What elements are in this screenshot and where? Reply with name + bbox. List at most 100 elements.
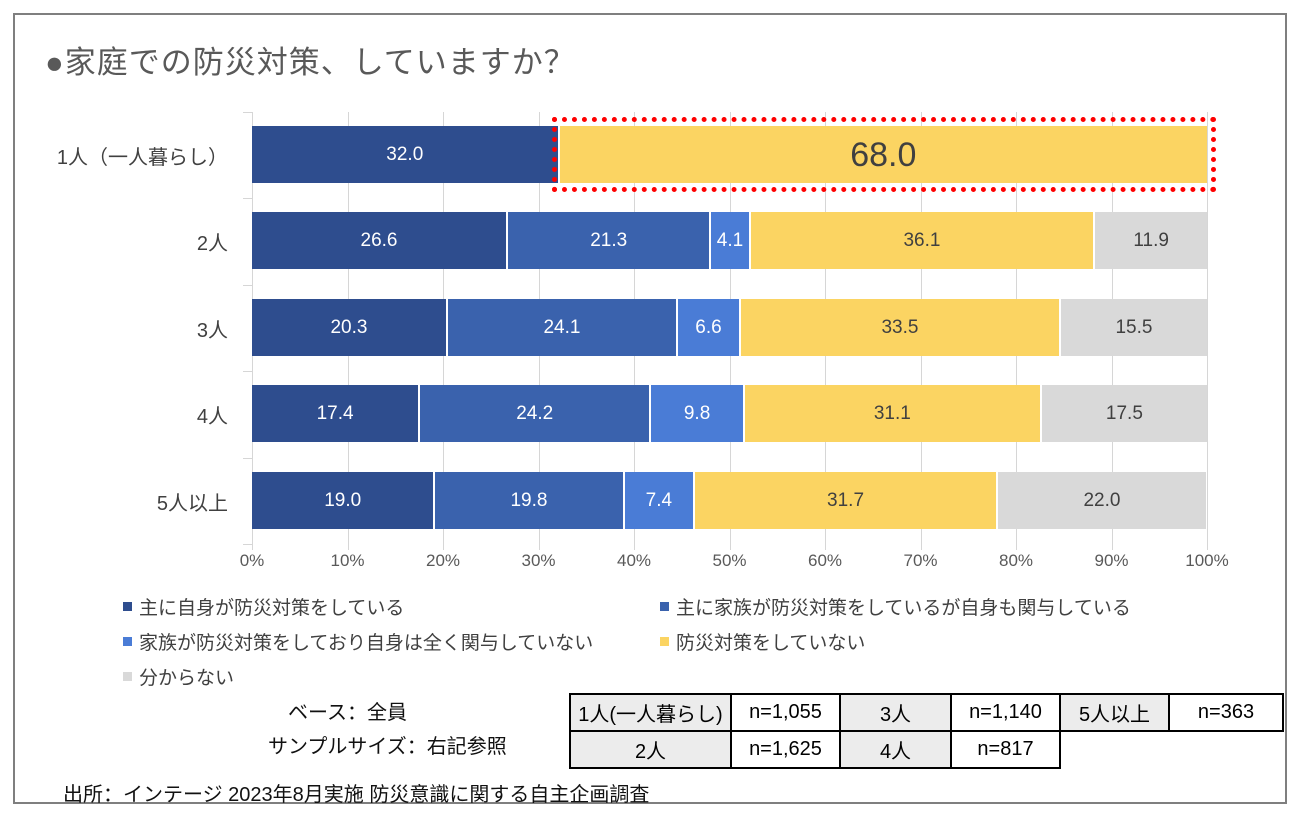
bar-segment: 17.4	[252, 385, 419, 442]
bar-segment: 20.3	[252, 299, 446, 356]
gridline	[1207, 112, 1208, 550]
sample-size-note: サンプルサイズ：右記参照	[268, 736, 507, 758]
category-axis-tick	[243, 371, 252, 372]
bar-segment: 68.0	[551, 117, 1216, 192]
legend-marker-icon	[123, 672, 132, 681]
category-axis-tick	[243, 112, 252, 113]
x-axis: 0% 10% 20% 30% 40% 50% 60% 70% 80% 90% 100%	[240, 551, 1229, 575]
source-note: 出所：インテージ 2023年8月実施 防災意識に関する自主企画調査	[63, 784, 650, 806]
legend-label: 主に家族が防災対策をしているが自身も関与している	[676, 598, 1131, 619]
bar-segment: 31.1	[742, 385, 1040, 442]
bar-track: 19.0 19.8 7.4 31.7 22.0	[252, 472, 1207, 529]
base-note: ベース：全員	[288, 702, 407, 724]
bar-segment-value: 19.8	[510, 490, 548, 511]
bar-segment-value: 15.5	[1115, 317, 1153, 338]
bar-segment: 15.5	[1058, 299, 1207, 356]
bar-track: 32.0 68.0	[252, 117, 1216, 192]
bar-segment-value: 33.5	[881, 317, 919, 338]
bar-segment-value: 17.4	[316, 403, 354, 424]
bar-segment: 33.5	[739, 299, 1059, 356]
bar-segment-value: 24.2	[516, 403, 554, 424]
category-label: 4人	[196, 405, 228, 428]
x-axis-tick-label: 30%	[521, 551, 556, 570]
legend-item: 主に自身が防災対策をしている	[123, 589, 660, 624]
table-group-cell: 4人	[839, 730, 952, 769]
bar-segment-value: 26.6	[360, 230, 398, 251]
legend-marker-icon	[123, 602, 132, 611]
bar-segment-value: 21.3	[590, 230, 628, 251]
x-axis-tick-label: 40%	[616, 551, 652, 570]
legend-label: 防災対策をしていない	[676, 633, 866, 654]
bar-segment: 19.0	[252, 472, 434, 529]
legend-marker-icon	[660, 602, 669, 611]
bar-track: 20.3 24.1 6.6 33.5 15.5	[252, 299, 1207, 356]
bar-segment-value: 24.1	[543, 317, 581, 338]
legend-label: 家族が防災対策をしており自身は全く関与していない	[139, 633, 594, 654]
x-axis-tick-label: 100%	[1185, 551, 1229, 570]
bar-segment: 17.5	[1039, 385, 1207, 442]
bar-segment: 9.8	[649, 385, 743, 442]
bar-segment-value: 9.8	[683, 403, 711, 424]
plot-area: 32.0 68.0 26.6 21.3 4.1 36.1 11.9 20.3 24.1 6.6 33…	[243, 112, 1216, 550]
legend-label: 分からない	[139, 668, 235, 689]
table-n-cell: n=1,140	[950, 693, 1061, 732]
bar-segment: 32.0	[252, 126, 558, 183]
bar-segment-value: 31.1	[873, 403, 911, 424]
bar-segment-value: 4.1	[716, 230, 744, 251]
chart-title: ●家庭での防災対策、していますか？	[45, 45, 576, 80]
bar-segment-value: 36.1	[903, 230, 941, 251]
x-axis-tick-label: 90%	[1094, 551, 1129, 570]
category-axis: 1人（一人暮らし） 2人 3人 4人 5人以上	[37, 112, 240, 544]
legend-item: 家族が防災対策をしており自身は全く関与していない	[123, 624, 660, 659]
category-axis-tick	[243, 544, 252, 545]
bar-segment-value: 11.9	[1133, 230, 1169, 251]
legend-item: 分からない	[123, 659, 660, 694]
table-n-cell: n=1,625	[730, 730, 841, 769]
x-axis-tick-label: 50%	[712, 551, 747, 570]
category-axis-tick	[243, 285, 252, 286]
x-axis-tick-label: 0%	[239, 551, 265, 570]
bar-segment: 24.1	[445, 299, 676, 356]
table-n-cell: n=817	[950, 730, 1061, 769]
category-axis-tick	[243, 198, 252, 199]
bar-segment: 7.4	[622, 472, 694, 529]
bar-segment: 4.1	[709, 212, 749, 269]
chart-row: 19.0 19.8 7.4 31.7 22.0	[252, 458, 1207, 544]
category-label: 5人以上	[156, 492, 228, 515]
bar-segment: 31.7	[693, 472, 996, 529]
x-axis-tick-label: 20%	[425, 551, 461, 570]
legend: 主に自身が防災対策をしている 主に家族が防災対策をしているが自身も関与している家族…	[123, 589, 1131, 694]
chart-row: 20.3 24.1 6.6 33.5 15.5	[252, 285, 1207, 371]
bar-segment-value: 68.0	[850, 135, 917, 174]
bar-segment: 36.1	[748, 212, 1094, 269]
legend-item: 主に家族が防災対策をしているが自身も関与している	[660, 589, 1131, 624]
bar-segment: 21.3	[506, 212, 710, 269]
bar-track: 26.6 21.3 4.1 36.1 11.9	[252, 212, 1207, 269]
bar-segment-value: 32.0	[386, 144, 424, 165]
legend-marker-icon	[123, 637, 132, 646]
bar-segment-value: 17.5	[1105, 403, 1143, 424]
bar-segment: 24.2	[418, 385, 650, 442]
x-axis-tick-label: 70%	[903, 551, 938, 570]
category-label: 2人	[196, 232, 228, 255]
table-n-cell: n=363	[1168, 693, 1284, 732]
x-axis-tick-label: 60%	[807, 551, 843, 570]
bar-segment-value: 19.0	[324, 490, 362, 511]
category-axis-tick	[243, 458, 252, 459]
legend-label: 主に自身が防災対策をしている	[139, 598, 405, 619]
category-label: 3人	[196, 319, 228, 342]
category-label: 1人（一人暮らし）	[56, 146, 228, 169]
bar-segment-value: 20.3	[330, 317, 368, 338]
chart-frame: ●家庭での防災対策、していますか？ 32.0 68.0 26.6 21.3 4.1 36.…	[13, 13, 1287, 806]
legend-item: 防災対策をしていない	[660, 624, 1131, 659]
bar-segment-value: 7.4	[645, 490, 673, 511]
table-group-cell: 3人	[839, 693, 952, 732]
bar-segment: 11.9	[1093, 212, 1207, 269]
table-group-cell: 2人	[569, 730, 732, 769]
legend-marker-icon	[660, 637, 669, 646]
x-axis-tick-label: 10%	[330, 551, 365, 570]
table-group-cell: 5人以上	[1059, 693, 1170, 732]
bar-segment: 26.6	[252, 212, 507, 269]
bar-segment-value: 22.0	[1083, 490, 1121, 511]
bar-segment-value: 6.6	[695, 317, 722, 338]
